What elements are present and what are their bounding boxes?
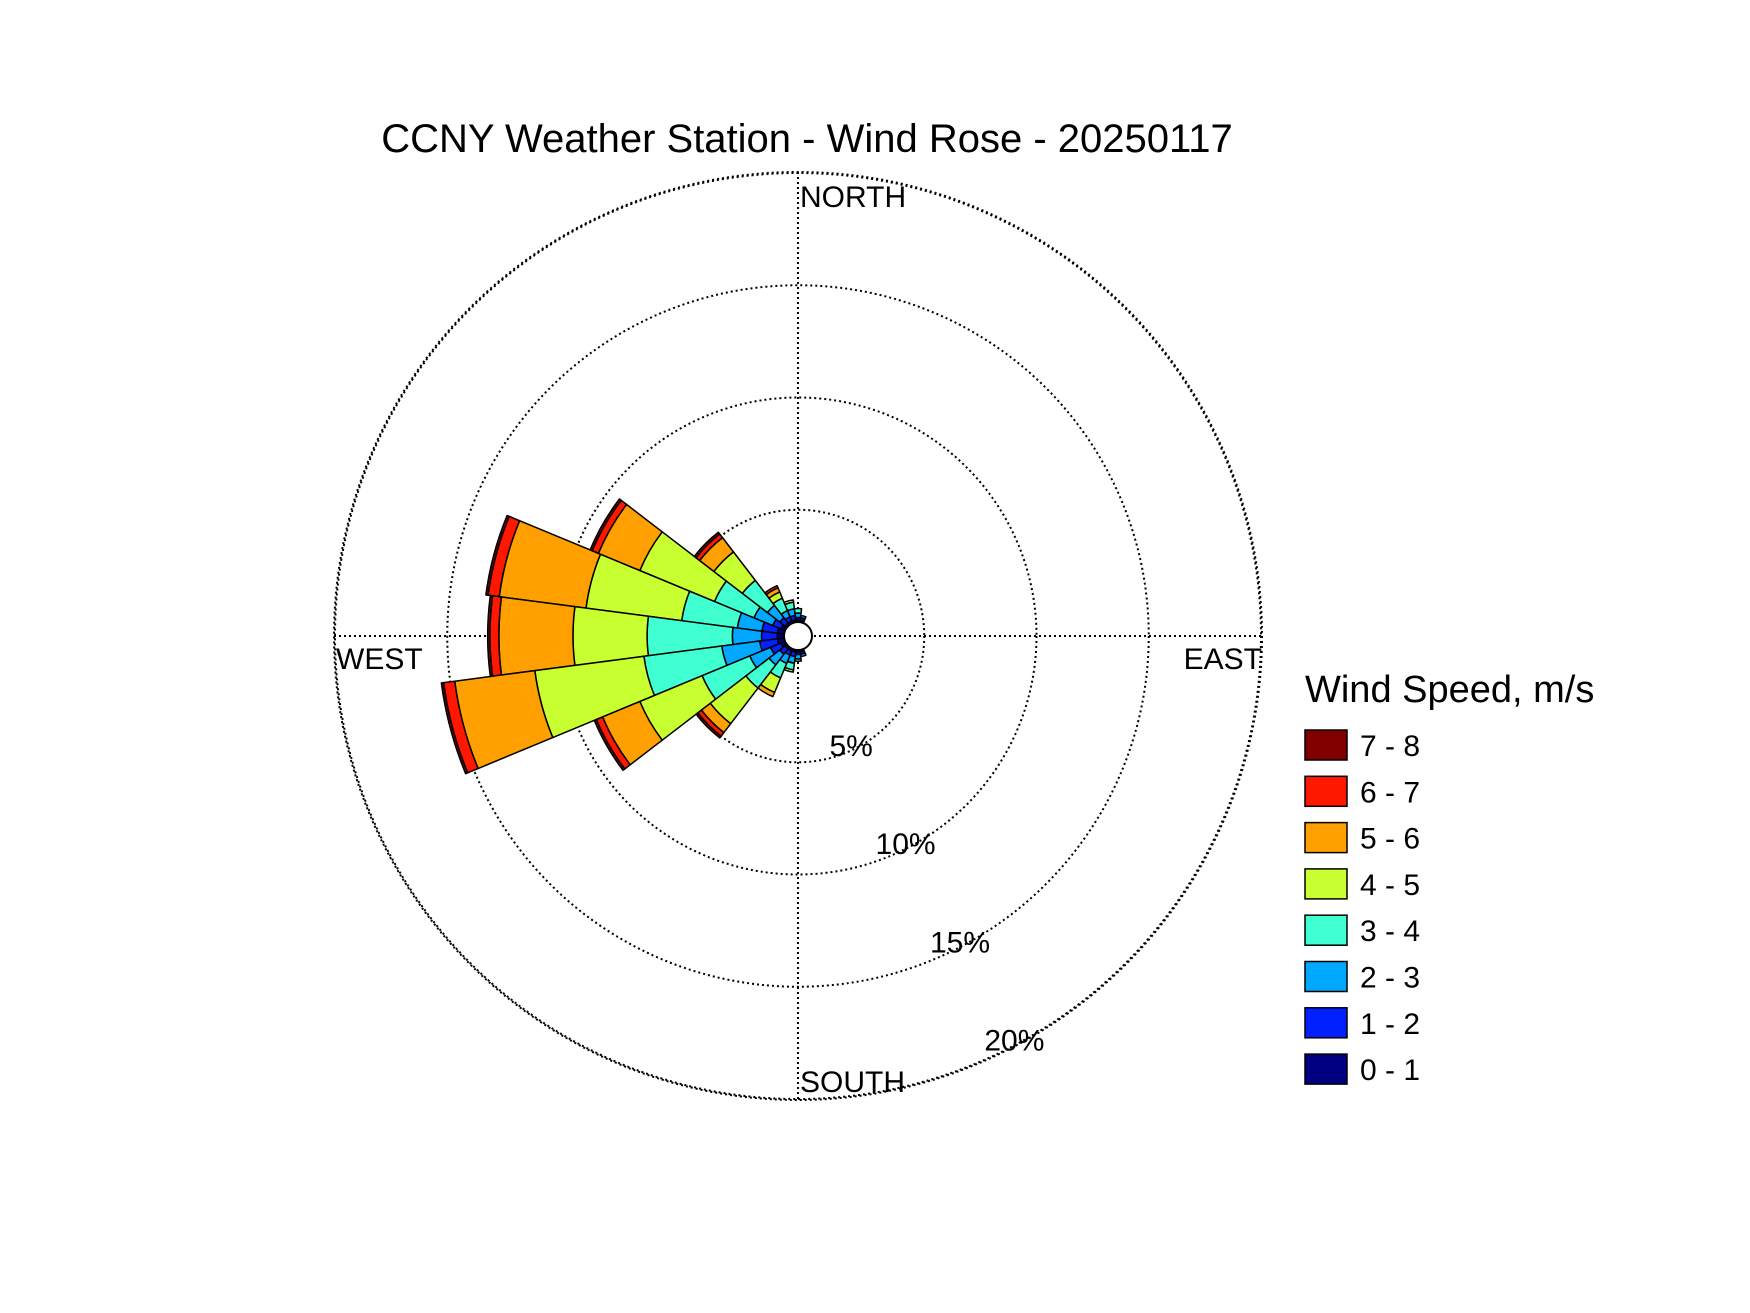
ring-label-10: 10% (876, 828, 936, 861)
ring-label-20: 20% (984, 1024, 1044, 1057)
ring-label-5: 5% (829, 730, 872, 763)
legend-swatch-4 (1304, 914, 1348, 946)
petal-285-bin-8 (485, 514, 510, 596)
legend-label-1: 0 - 1 (1360, 1054, 1420, 1087)
petal-345-bin-5 (783, 599, 795, 606)
legend-label-8: 7 - 8 (1360, 730, 1420, 763)
legend-label-7: 6 - 7 (1360, 776, 1420, 809)
wind-petals (440, 498, 813, 775)
compass-label-north: NORTH (800, 181, 906, 214)
direction-labels: NORTH EAST SOUTH WEST 5% 10% 15% 20% (336, 181, 1262, 1099)
legend-label-3: 2 - 3 (1360, 962, 1420, 995)
legend-label-4: 3 - 4 (1360, 915, 1420, 948)
compass-label-east: EAST (1184, 643, 1262, 676)
legend-swatch-8 (1304, 729, 1348, 761)
petal-270-bin-8 (486, 594, 494, 678)
petal-210-bin-6 (757, 683, 776, 698)
legend-swatch-1 (1304, 1053, 1348, 1085)
legend-swatch-5 (1304, 868, 1348, 900)
center-hole (783, 621, 813, 651)
compass-label-west: WEST (336, 643, 423, 676)
legend-swatch-6 (1304, 821, 1348, 854)
legend-swatch-7 (1304, 775, 1348, 808)
legend-label-6: 5 - 6 (1360, 823, 1420, 856)
speed-legend: Wind Speed, m/s 7 - 8 6 - 7 5 - 6 4 - 5 3 - 4… (1304, 669, 1594, 1087)
legend-swatch-2 (1304, 1007, 1348, 1039)
petal-15-bin-3 (799, 614, 807, 620)
legend-title: Wind Speed, m/s (1305, 669, 1594, 711)
chart-title: CCNY Weather Station - Wind Rose - 20250… (381, 117, 1233, 161)
petal-225-bin-8 (695, 712, 722, 739)
legend-label-5: 4 - 5 (1360, 869, 1420, 902)
petal-270-bin-6 (498, 596, 576, 676)
legend-swatch-3 (1304, 960, 1348, 993)
grid-ring-3 (446, 284, 1150, 988)
petal-315-bin-8 (693, 531, 721, 559)
legend-label-2: 1 - 2 (1360, 1008, 1420, 1041)
grid-ring-2 (558, 396, 1038, 876)
petal-300-bin-8 (589, 498, 623, 552)
petal-255-bin-8 (440, 681, 469, 775)
petal-240-bin-8 (593, 718, 626, 772)
petal-330-bin-7 (764, 584, 779, 596)
ring-label-15: 15% (930, 926, 990, 959)
compass-label-south: SOUTH (800, 1066, 905, 1099)
petal-0-bin-4 (793, 607, 803, 614)
